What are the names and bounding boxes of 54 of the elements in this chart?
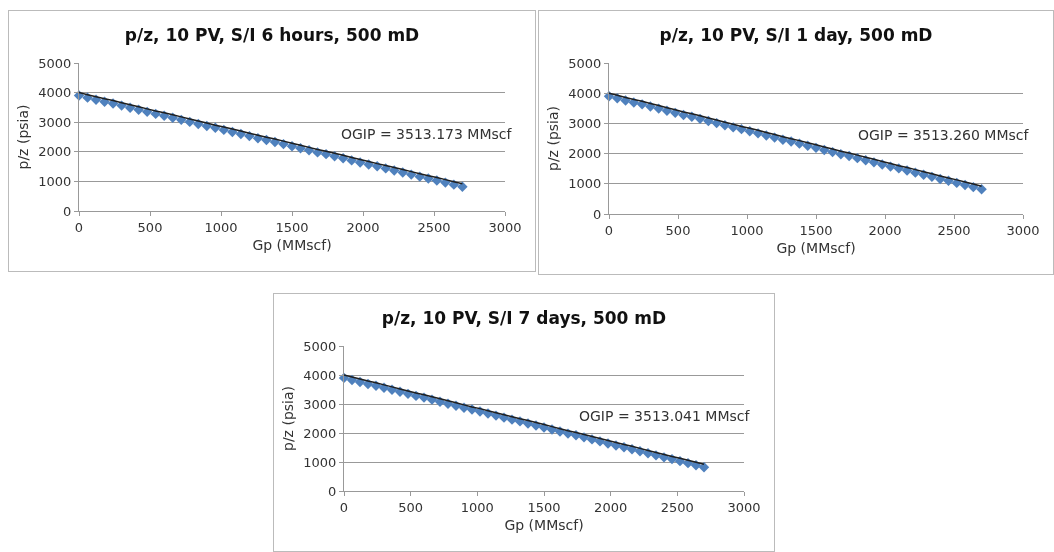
y-tick-label: 3000 bbox=[303, 396, 337, 412]
y-tick-label: 2000 bbox=[303, 425, 337, 441]
y-tick-label: 4000 bbox=[38, 85, 72, 101]
x-axis-title: Gp (MMscf) bbox=[252, 236, 332, 253]
annotation: OGIP = 3513.260 MMscf bbox=[858, 127, 1030, 143]
y-tick-label: 2000 bbox=[38, 144, 72, 160]
annotation: OGIP = 3513.041 MMscf bbox=[579, 408, 751, 424]
x-tick-label: 500 bbox=[398, 499, 424, 515]
y-axis-title: p/z (psia) bbox=[279, 386, 296, 451]
x-tick-label: 3000 bbox=[488, 219, 522, 235]
y-axis-title: p/z (psia) bbox=[14, 104, 31, 170]
y-tick-label: 3000 bbox=[38, 114, 72, 130]
x-tick-label: 500 bbox=[137, 219, 163, 235]
x-tick-label: 2500 bbox=[417, 219, 451, 235]
chart-title: p/z, 10 PV, S/I 7 days, 500 mD bbox=[381, 307, 667, 328]
x-axis-title: Gp (MMscf) bbox=[504, 516, 584, 533]
y-tick-label: 5000 bbox=[303, 338, 337, 354]
y-tick-label: 2000 bbox=[568, 146, 602, 162]
point bbox=[843, 150, 855, 162]
point bbox=[976, 184, 987, 195]
x-tick-label: 1500 bbox=[527, 499, 561, 515]
x-tick-label: 2000 bbox=[868, 222, 902, 238]
x-tick-label: 0 bbox=[339, 499, 349, 515]
x-tick-label: 500 bbox=[665, 222, 691, 238]
y-axis-title: p/z (psia) bbox=[544, 106, 561, 171]
chart-title: p/z, 10 PV, S/I 6 hours, 500 mD bbox=[124, 25, 420, 46]
x-tick-label: 2000 bbox=[346, 219, 380, 235]
y-tick-label: 0 bbox=[63, 203, 72, 219]
x-tick-label: 2000 bbox=[594, 499, 628, 515]
x-tick-label: 2500 bbox=[660, 499, 694, 515]
x-axis-title: Gp (MMscf) bbox=[776, 239, 856, 256]
x-tick-label: 3000 bbox=[727, 499, 761, 515]
annotation: OGIP = 3513.173 MMscf bbox=[341, 126, 513, 142]
x-tick-label: 1000 bbox=[730, 222, 764, 238]
x-tick-label: 3000 bbox=[1006, 222, 1040, 238]
x-tick-label: 1500 bbox=[799, 222, 833, 238]
y-tick-label: 1000 bbox=[568, 176, 602, 192]
y-tick-label: 4000 bbox=[303, 367, 337, 383]
y-tick-label: 0 bbox=[328, 483, 337, 499]
x-tick-label: 0 bbox=[604, 222, 614, 238]
y-tick-label: 5000 bbox=[38, 55, 72, 71]
x-tick-label: 0 bbox=[74, 219, 84, 235]
chart-title: p/z, 10 PV, S/I 1 day, 500 mD bbox=[659, 25, 933, 46]
y-tick-label: 1000 bbox=[303, 454, 337, 470]
x-tick-label: 2500 bbox=[937, 222, 971, 238]
y-tick-label: 0 bbox=[593, 206, 602, 222]
y-tick-label: 4000 bbox=[568, 85, 602, 101]
point bbox=[457, 181, 468, 192]
x-tick-label: 1000 bbox=[204, 219, 238, 235]
y-tick-label: 1000 bbox=[38, 173, 72, 189]
x-tick-label: 1000 bbox=[460, 499, 494, 515]
y-tick-label: 5000 bbox=[568, 55, 602, 71]
x-tick-label: 1500 bbox=[275, 219, 309, 235]
y-tick-label: 3000 bbox=[568, 115, 602, 131]
